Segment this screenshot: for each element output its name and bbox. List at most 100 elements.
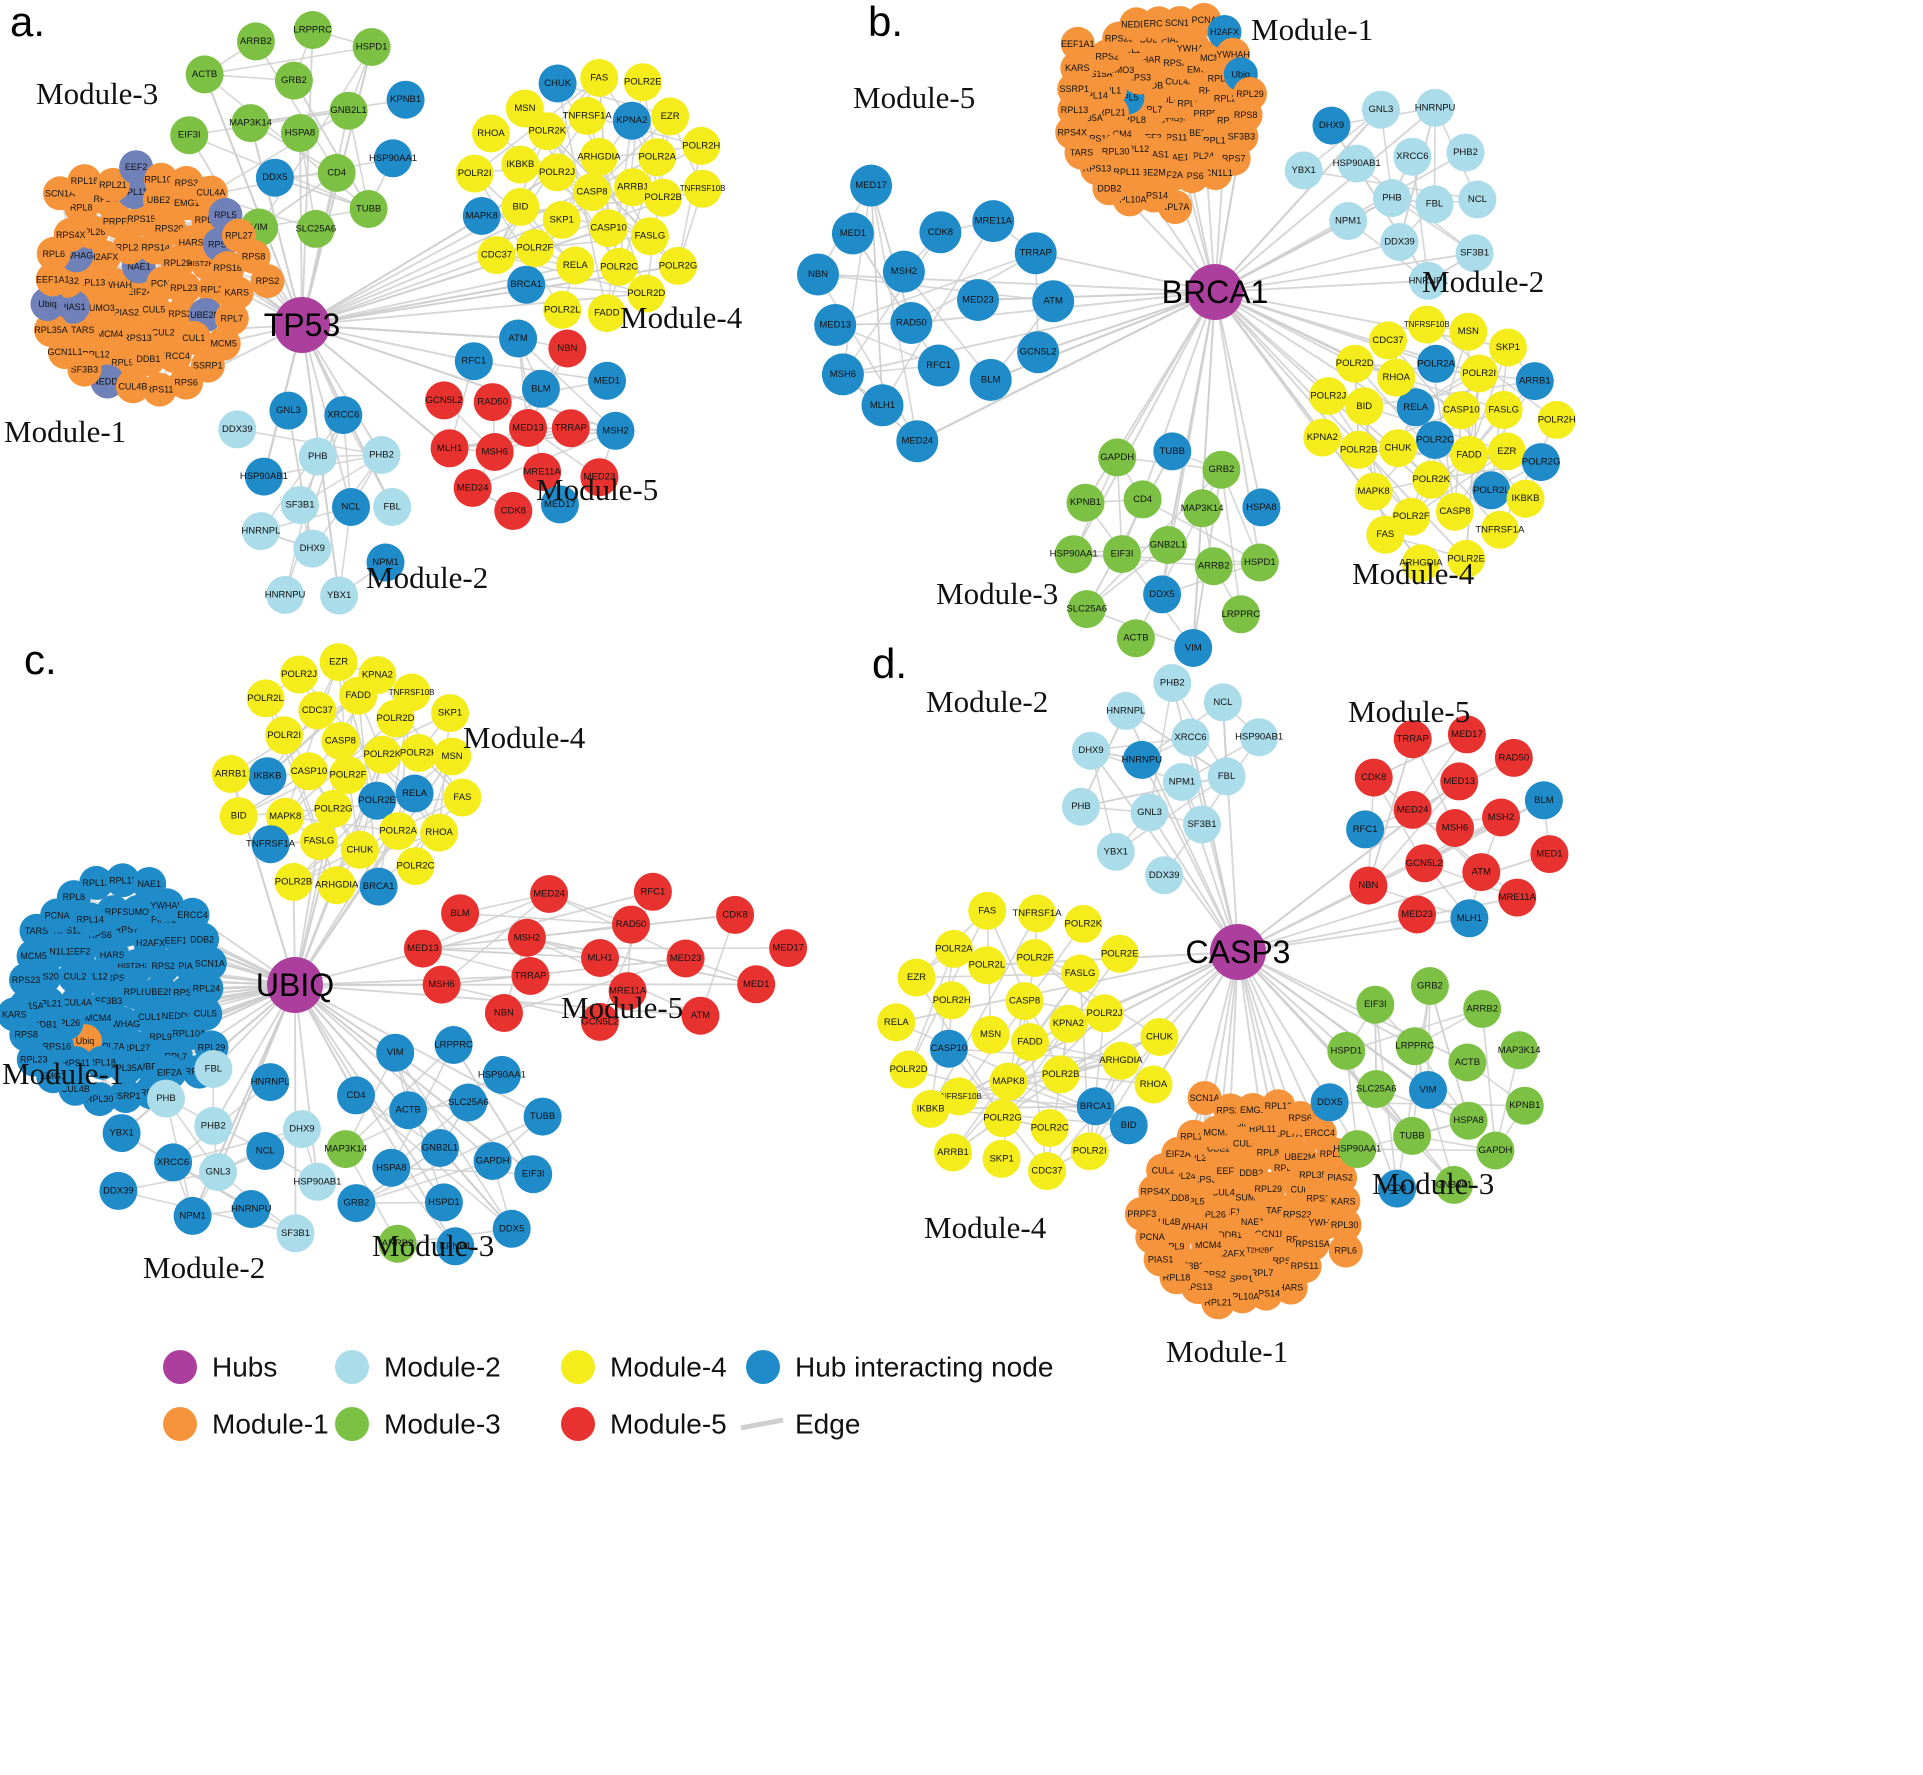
node-GCN5L2[interactable]: GCN5L2 [425, 381, 464, 420]
node-GNL3[interactable]: GNL3 [1361, 90, 1400, 129]
node-HNRNPU[interactable]: HNRNPU [1415, 88, 1456, 127]
node-ARHGDIA[interactable]: ARHGDIA [315, 866, 359, 905]
node-MED13[interactable]: MED13 [814, 304, 857, 346]
node-MAPK8[interactable]: MAPK8 [1354, 472, 1393, 511]
node-KPNA2[interactable]: KPNA2 [1303, 418, 1342, 457]
node-RPL35A[interactable]: RPL35A [34, 312, 68, 347]
node-PHB[interactable]: PHB [147, 1079, 185, 1118]
node-POLR2E[interactable]: POLR2E [623, 63, 662, 102]
node-MED1[interactable]: MED1 [831, 212, 874, 255]
node-ARRB1[interactable]: ARRB1 [614, 168, 652, 207]
node-FBL[interactable]: FBL [194, 1050, 233, 1088]
node-ARHGDIA[interactable]: ARHGDIA [577, 137, 621, 176]
node-FASLG[interactable]: FASLG [1061, 954, 1100, 993]
node-TNFRSF1A[interactable]: TNFRSF1A [563, 96, 613, 135]
node-KPNB1[interactable]: KPNB1 [1066, 483, 1105, 522]
node-TRRAP[interactable]: TRRAP [1393, 720, 1432, 759]
node-GNB2L1[interactable]: GNB2L1 [421, 1129, 459, 1167]
node-CASP10[interactable]: CASP10 [290, 752, 328, 791]
node-RPL18[interactable]: RPL18 [85, 1045, 120, 1080]
node-HSP90AB1[interactable]: HSP90AB1 [240, 457, 288, 496]
node-RAD50[interactable]: RAD50 [1494, 738, 1533, 777]
node-ARRB1[interactable]: ARRB1 [211, 754, 250, 793]
node-CDC37[interactable]: CDC37 [298, 691, 337, 730]
node-DHX9[interactable]: DHX9 [1072, 731, 1110, 770]
node-RHOA[interactable]: RHOA [472, 114, 510, 153]
node-FASLG[interactable]: FASLG [1484, 390, 1523, 429]
node-DDX5[interactable]: DDX5 [1310, 1083, 1349, 1122]
node-TRRAP[interactable]: TRRAP [511, 957, 550, 995]
node-ACTB[interactable]: ACTB [389, 1091, 428, 1130]
node-HSP90AA1[interactable]: HSP90AA1 [478, 1055, 526, 1094]
node-MSH6[interactable]: MSH6 [475, 433, 514, 471]
node-POLR2I[interactable]: POLR2I [1460, 354, 1499, 393]
node-BID[interactable]: BID [1345, 387, 1384, 426]
node-NCL[interactable]: NCL [332, 488, 370, 526]
node-MED24[interactable]: MED24 [896, 420, 939, 463]
node-RPL11[interactable]: RPL11 [105, 863, 140, 898]
node-HSP90AA1[interactable]: HSP90AA1 [1333, 1130, 1381, 1169]
node-RFC1[interactable]: RFC1 [1346, 810, 1385, 849]
node-RFC1[interactable]: RFC1 [633, 872, 672, 911]
node-XRCC6[interactable]: XRCC6 [154, 1143, 193, 1182]
node-RPL21[interactable]: RPL21 [95, 167, 130, 202]
node-DDX39[interactable]: DDX39 [99, 1171, 138, 1210]
node-CD4[interactable]: CD4 [317, 153, 356, 192]
node-BID[interactable]: BID [1109, 1106, 1148, 1145]
node-MSN[interactable]: MSN [1449, 312, 1488, 351]
node-RELA[interactable]: RELA [877, 1003, 916, 1042]
node-SKP1[interactable]: SKP1 [1488, 328, 1527, 367]
node-EZR[interactable]: EZR [319, 643, 358, 682]
node-CUL2[interactable]: CUL2 [57, 959, 92, 994]
node-HSPD1[interactable]: HSPD1 [1240, 543, 1279, 582]
node-PHB2[interactable]: PHB2 [194, 1106, 233, 1145]
node-POLR2K[interactable]: POLR2K [1064, 904, 1103, 943]
node-BLM[interactable]: BLM [521, 369, 560, 408]
node-TNFRSF10B[interactable]: TNFRSF10B [680, 169, 726, 208]
node-ACTB[interactable]: ACTB [185, 55, 224, 94]
node-DHX9[interactable]: DHX9 [293, 529, 332, 568]
node-CASP8[interactable]: CASP8 [321, 721, 360, 760]
node-KARS[interactable]: KARS [219, 275, 254, 310]
node-TNFRSF10B[interactable]: TNFRSF10B [389, 673, 435, 712]
node-GCN5L2[interactable]: GCN5L2 [580, 1002, 619, 1041]
node-POLR2E[interactable]: POLR2E [1100, 934, 1139, 973]
node-POLR2I[interactable]: POLR2I [265, 716, 304, 755]
node-RPS2[interactable]: RPS2 [146, 949, 181, 984]
node-RPL23[interactable]: RPL23 [166, 271, 201, 306]
node-IKBKB[interactable]: IKBKB [501, 145, 540, 184]
node-GRB2[interactable]: GRB2 [1202, 450, 1241, 489]
node-HSP90AB1[interactable]: HSP90AB1 [1333, 144, 1381, 183]
node-IKBKB[interactable]: IKBKB [911, 1089, 950, 1128]
node-XRCC6[interactable]: XRCC6 [1393, 137, 1432, 176]
node-RPL24[interactable]: RPL24 [112, 230, 147, 265]
node-LRPPRC[interactable]: LRPPRC [293, 11, 332, 49]
node-BLM[interactable]: BLM [441, 894, 480, 933]
node-ARRB2[interactable]: ARRB2 [378, 1224, 417, 1263]
node-BRCA1[interactable]: BRCA1 [507, 265, 546, 304]
node-SUMO3[interactable]: SUMO3 [121, 894, 156, 929]
node-GCN5L2[interactable]: GCN5L2 [1405, 844, 1444, 883]
node-LRPPRC[interactable]: LRPPRC [1222, 595, 1261, 634]
node-TNFRSF1A[interactable]: TNFRSF1A [1012, 894, 1062, 933]
node-POLR2B[interactable]: POLR2B [1339, 430, 1378, 469]
node-MSH2[interactable]: MSH2 [1482, 798, 1520, 837]
node-POLR2E[interactable]: POLR2E [358, 781, 397, 820]
node-TNFRSF1A[interactable]: TNFRSF1A [246, 825, 296, 864]
node-FBL[interactable]: FBL [373, 487, 412, 526]
node-PIAS1[interactable]: PIAS1 [55, 289, 90, 324]
node-VIM[interactable]: VIM [1174, 629, 1213, 667]
node-GAPDH[interactable]: GAPDH [1098, 438, 1137, 477]
node-MED17[interactable]: MED17 [540, 485, 579, 524]
node-VIM[interactable]: VIM [1409, 1071, 1447, 1109]
node-ARRB2[interactable]: ARRB2 [236, 22, 275, 61]
node-FBL[interactable]: FBL [1415, 185, 1454, 224]
node-RPS4X[interactable]: RPS4X [53, 217, 88, 252]
node-POLR2J[interactable]: POLR2J [538, 153, 576, 192]
node-PHB[interactable]: PHB [298, 437, 337, 476]
node-RPL13[interactable]: RPL13 [79, 865, 114, 900]
node-BLM[interactable]: BLM [969, 358, 1012, 401]
node-PHB2[interactable]: PHB2 [1153, 664, 1192, 702]
node-ERCC4[interactable]: ERCC4 [157, 339, 192, 374]
node-LRPPRC[interactable]: LRPPRC [434, 1026, 473, 1064]
